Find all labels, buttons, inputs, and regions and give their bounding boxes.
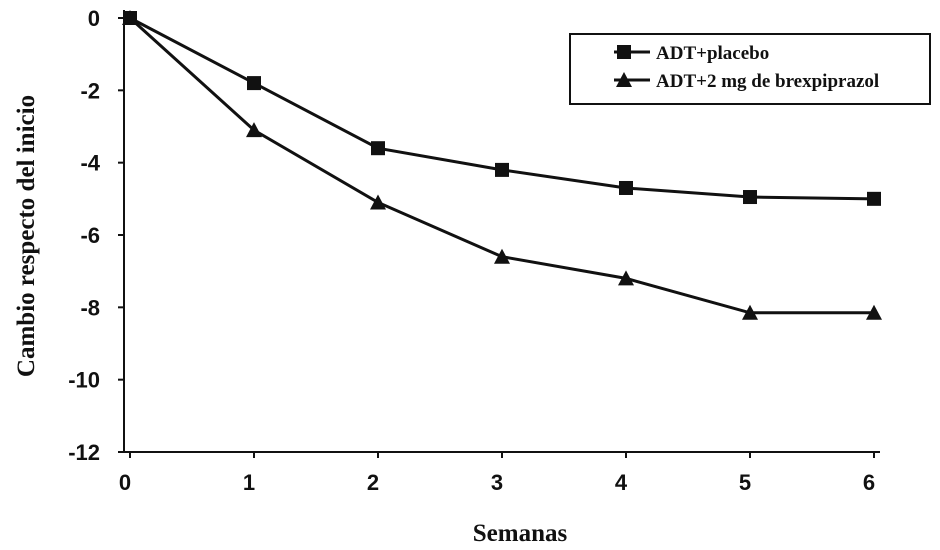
ticks: 0 -2 -4 -6 -8 -10 -12 0 1 2 3 4 5 6 bbox=[68, 6, 875, 495]
y-tick-label: 0 bbox=[88, 6, 100, 31]
y-tick-label: -4 bbox=[80, 151, 100, 176]
x-tick-label: 5 bbox=[739, 470, 751, 495]
legend-item: ADT+2 mg de brexpiprazol bbox=[614, 71, 879, 92]
y-tick-label: -6 bbox=[80, 223, 100, 248]
x-axis-title: Semanas bbox=[473, 520, 568, 547]
data-point bbox=[742, 304, 758, 320]
legend-label: ADT+2 mg de brexpiprazol bbox=[656, 71, 879, 92]
legend-label: ADT+placebo bbox=[656, 43, 769, 64]
data-point bbox=[618, 270, 634, 286]
legend: ADT+placebo ADT+2 mg de brexpiprazol bbox=[569, 33, 931, 105]
data-point bbox=[246, 122, 262, 138]
data-point bbox=[619, 180, 633, 195]
data-point bbox=[866, 304, 882, 320]
x-tick-label: 1 bbox=[243, 470, 255, 495]
y-tick-label: -8 bbox=[80, 295, 100, 320]
y-tick-label: -10 bbox=[68, 368, 100, 393]
series-2 bbox=[122, 10, 882, 320]
y-axis-title: Cambio respecto del inicio bbox=[13, 95, 40, 377]
data-point bbox=[494, 248, 510, 264]
data-point bbox=[867, 191, 881, 206]
x-tick-label: 4 bbox=[615, 470, 628, 495]
x-tick-label: 0 bbox=[119, 470, 131, 495]
x-tick-label: 2 bbox=[367, 470, 379, 495]
data-point bbox=[371, 141, 385, 156]
legend-marker bbox=[616, 72, 632, 87]
x-tick-label: 6 bbox=[863, 470, 875, 495]
y-tick-label: -2 bbox=[80, 78, 100, 103]
legend-marker bbox=[617, 45, 631, 59]
data-point bbox=[122, 10, 138, 25]
data-point bbox=[370, 194, 386, 210]
x-tick-label: 3 bbox=[491, 470, 503, 495]
legend-item: ADT+placebo bbox=[614, 43, 769, 64]
data-point bbox=[247, 76, 261, 91]
series-1 bbox=[123, 11, 881, 206]
series-layer bbox=[122, 10, 882, 320]
data-point bbox=[495, 162, 509, 177]
data-point bbox=[743, 190, 757, 205]
y-tick-label: -12 bbox=[68, 440, 100, 465]
